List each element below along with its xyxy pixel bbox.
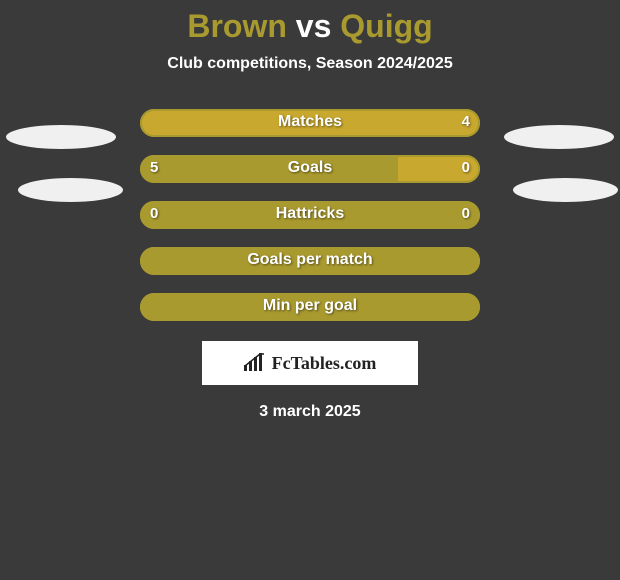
stat-bar: Hattricks0 0	[140, 201, 480, 229]
stat-row: Goals5 0	[0, 147, 620, 193]
brand-text: FcTables.com	[272, 353, 377, 374]
player2-name: Quigg	[340, 8, 432, 44]
stat-row: Goals per match	[0, 239, 620, 285]
player1-name: Brown	[187, 8, 287, 44]
stat-row: Min per goal	[0, 285, 620, 331]
stat-label: Hattricks	[140, 205, 480, 223]
stat-value-right: 4	[462, 113, 470, 130]
stat-value-left: 0	[150, 205, 158, 222]
stat-value-right: 0	[462, 159, 470, 176]
stat-bar: Matches4	[140, 109, 480, 137]
brand-chart-icon	[244, 353, 266, 373]
stat-row: Matches4	[0, 101, 620, 147]
vs-label: vs	[296, 8, 332, 44]
subtitle: Club competitions, Season 2024/2025	[0, 55, 620, 73]
stat-label: Goals per match	[140, 251, 480, 269]
stat-label: Goals	[140, 159, 480, 177]
comparison-title: Brown vs Quigg	[0, 0, 620, 45]
stat-bar: Goals5 0	[140, 155, 480, 183]
stat-rows: Matches4Goals50Hattricks00Goals per matc…	[0, 101, 620, 331]
stat-value-left: 5	[150, 159, 158, 176]
date-label: 3 march 2025	[0, 403, 620, 421]
brand-badge: FcTables.com	[202, 341, 418, 385]
stat-label: Min per goal	[140, 297, 480, 315]
stat-bar: Goals per match	[140, 247, 480, 275]
stat-value-right: 0	[462, 205, 470, 222]
stat-bar: Min per goal	[140, 293, 480, 321]
stat-row: Hattricks0 0	[0, 193, 620, 239]
stat-label: Matches	[140, 113, 480, 131]
